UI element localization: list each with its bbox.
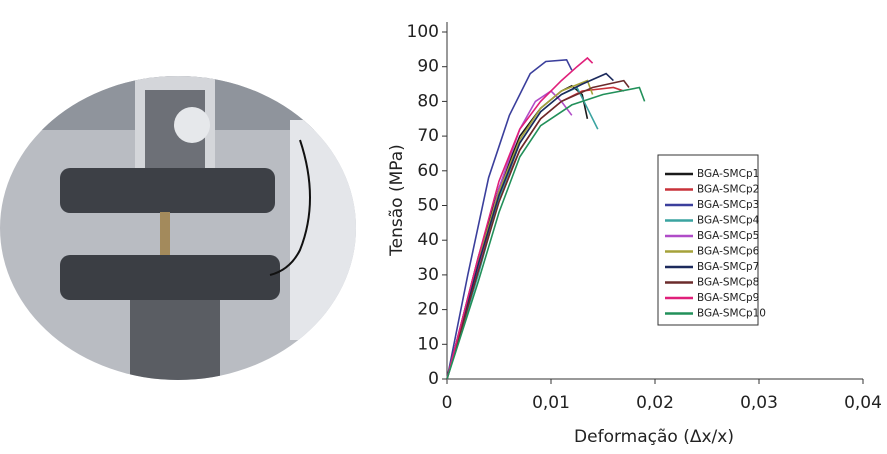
y-tick-label: 20 xyxy=(417,300,439,320)
photo xyxy=(0,76,356,380)
y-tick-label: 80 xyxy=(417,91,439,111)
legend-label: BGA-SMCp2 xyxy=(697,184,759,196)
y-tick-label: 70 xyxy=(417,126,439,146)
legend-box xyxy=(657,154,759,326)
x-tick-label: 0,02 xyxy=(636,393,674,413)
legend-label: BGA-SMCp7 xyxy=(697,261,759,273)
legend-label: BGA-SMCp5 xyxy=(697,230,759,242)
series-line xyxy=(446,86,646,380)
legend-label: BGA-SMCp9 xyxy=(697,292,759,304)
x-tick-label: 0,04 xyxy=(844,393,882,413)
series-line xyxy=(446,86,625,380)
x-axis-label: Deformação (Δx/x) xyxy=(574,427,734,447)
legend-label: BGA-SMCp4 xyxy=(697,215,760,227)
legend-label: BGA-SMCp8 xyxy=(697,277,759,289)
series-line xyxy=(446,89,573,380)
y-tick-label: 40 xyxy=(417,230,439,250)
legend-label: BGA-SMCp3 xyxy=(697,199,759,211)
x-tick-label: 0,03 xyxy=(740,393,778,413)
legend-label: BGA-SMCp6 xyxy=(697,246,760,258)
y-tick-label: 30 xyxy=(417,265,439,285)
y-tick-label: 90 xyxy=(417,57,439,77)
series-line xyxy=(446,86,599,380)
x-tick-label: 0 xyxy=(442,393,453,413)
x-tick-label: 0,01 xyxy=(532,393,570,413)
series-line xyxy=(446,79,630,380)
series-line xyxy=(446,79,594,380)
y-tick-label: 10 xyxy=(417,334,439,354)
series-line xyxy=(446,58,573,380)
series-line xyxy=(446,72,614,380)
series-line xyxy=(446,84,589,380)
legend-label: BGA-SMCp1 xyxy=(697,168,759,180)
y-tick-label: 100 xyxy=(407,22,439,42)
y-tick-label: 50 xyxy=(417,196,439,216)
legend-label: BGA-SMCp10 xyxy=(697,308,766,320)
y-tick-label: 60 xyxy=(417,161,439,181)
series-line xyxy=(446,56,594,380)
y-tick-label: 0 xyxy=(428,369,439,389)
y-axis-label: Tensão (MPa) xyxy=(387,144,407,257)
